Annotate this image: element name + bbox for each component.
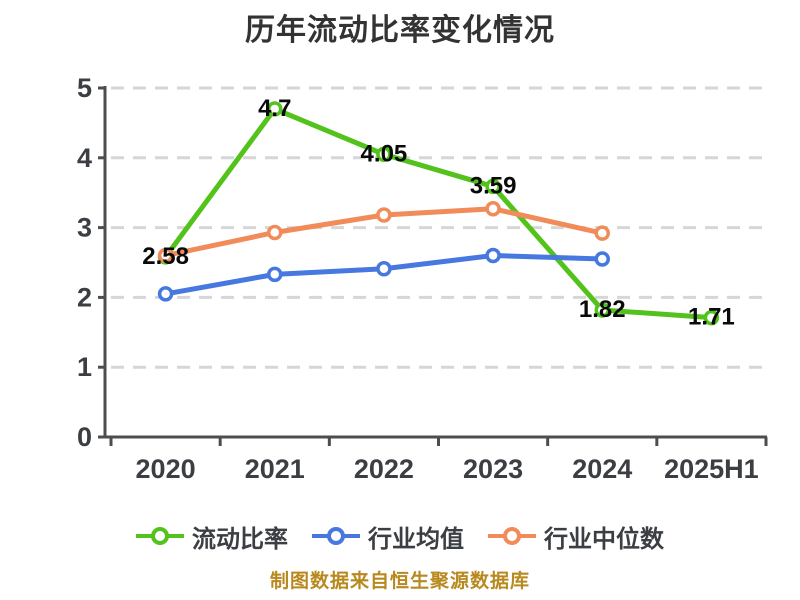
y-tick-label: 4 [77,143,92,173]
line-chart: 0 1 2 3 4 5 2020 2021 2022 2023 2024 2025H1 2.58 4.7 4… [77,73,768,484]
data-point[interactable] [267,101,283,117]
x-tick-label: 2021 [245,454,305,484]
data-point[interactable] [485,247,501,264]
data-point[interactable] [157,247,174,264]
legend: 流动比率 行业均值 行业中位数 [0,522,800,553]
line-marker-icon [312,527,360,545]
legend-item-industry-median[interactable]: 行业中位数 [488,519,664,554]
line-marker-icon [488,527,536,545]
legend-item-industry-mean[interactable]: 行业均值 [312,519,464,554]
data-label: 4.05 [361,140,408,167]
x-tick-label: 2023 [463,454,523,484]
y-tick-label: 2 [77,282,92,312]
legend-label: 行业中位数 [544,525,664,553]
series-line [163,106,714,321]
y-tick-label: 5 [77,73,92,103]
x-tick-label: 2025H1 [664,454,759,484]
data-point[interactable] [376,207,392,223]
data-label: 1.82 [579,296,626,323]
data-point[interactable] [376,261,392,277]
x-tick-label: 2024 [572,454,632,484]
data-point[interactable] [485,201,501,217]
data-label: 2.58 [142,243,189,270]
data-point[interactable] [267,224,283,241]
line-marker-icon [136,527,184,545]
y-tick-label: 1 [77,352,92,382]
data-source-note: 制图数据来自恒生聚源数据库 [269,571,530,592]
data-label: 4.7 [258,95,291,122]
legend-label: 流动比率 [192,525,288,553]
data-point[interactable] [376,146,392,163]
data-point[interactable] [594,225,610,241]
chart-title: 历年流动比率变化情况 [245,14,555,47]
legend-item-current-ratio[interactable]: 流动比率 [136,519,288,554]
legend-label: 行业均值 [368,525,464,553]
data-point[interactable] [594,251,610,267]
data-label: 1.71 [688,304,735,331]
data-point[interactable] [157,286,174,302]
y-tick-label: 0 [77,422,92,452]
data-point[interactable] [594,302,610,318]
x-tick-label: 2020 [136,454,196,484]
data-point[interactable] [703,309,720,326]
data-point[interactable] [485,178,501,195]
data-label: 3.59 [470,172,517,199]
y-tick-label: 3 [77,213,92,243]
data-point[interactable] [267,266,283,283]
x-tick-label: 2022 [354,454,414,484]
